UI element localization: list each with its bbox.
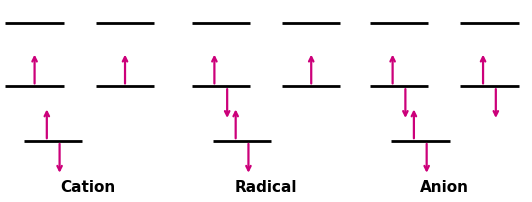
- Text: Anion: Anion: [420, 179, 469, 194]
- Text: Cation: Cation: [60, 179, 115, 194]
- Text: Radical: Radical: [235, 179, 297, 194]
